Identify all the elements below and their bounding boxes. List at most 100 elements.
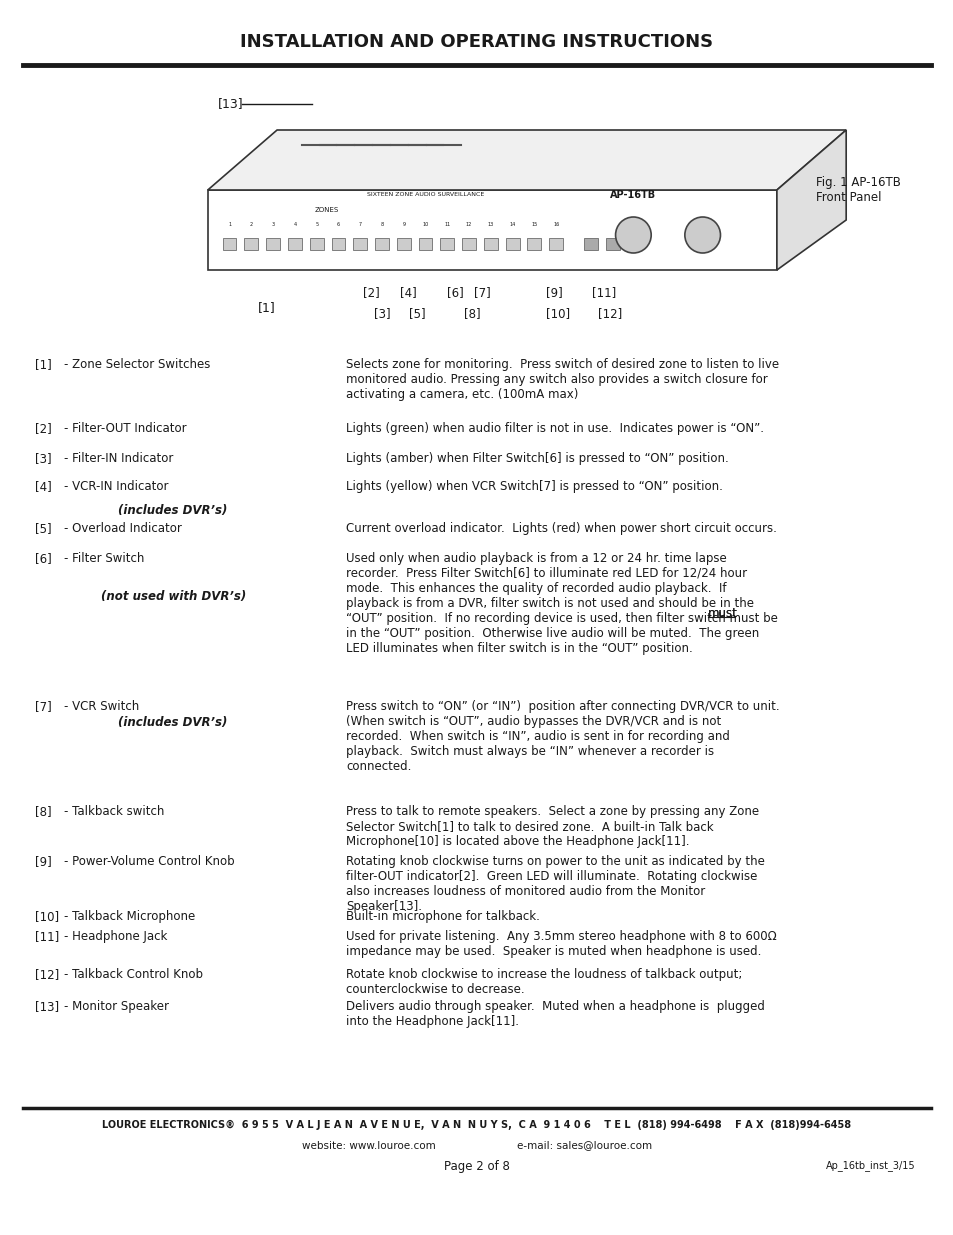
Text: INSTALLATION AND OPERATING INSTRUCTIONS: INSTALLATION AND OPERATING INSTRUCTIONS bbox=[240, 33, 713, 51]
Bar bbox=[288, 238, 301, 249]
Text: 11: 11 bbox=[444, 221, 450, 226]
Text: [5]: [5] bbox=[34, 522, 51, 535]
Text: 4: 4 bbox=[293, 221, 296, 226]
Text: - Overload Indicator: - Overload Indicator bbox=[64, 522, 182, 535]
Bar bbox=[583, 238, 598, 249]
Text: [2]: [2] bbox=[34, 422, 51, 435]
Text: Delivers audio through speaker.  Muted when a headphone is  plugged
into the Hea: Delivers audio through speaker. Muted wh… bbox=[346, 1000, 764, 1028]
Text: [3]: [3] bbox=[374, 308, 390, 321]
Text: 3: 3 bbox=[272, 221, 274, 226]
Text: - Headphone Jack: - Headphone Jack bbox=[64, 930, 168, 944]
Text: [1]: [1] bbox=[258, 301, 275, 315]
Text: 13: 13 bbox=[487, 221, 494, 226]
Text: [3]: [3] bbox=[34, 452, 51, 466]
Bar bbox=[310, 238, 323, 249]
Bar bbox=[605, 238, 618, 249]
Bar bbox=[396, 238, 410, 249]
Text: 15: 15 bbox=[531, 221, 537, 226]
Text: - Zone Selector Switches: - Zone Selector Switches bbox=[64, 358, 211, 370]
Text: Lights (yellow) when VCR Switch[7] is pressed to “ON” position.: Lights (yellow) when VCR Switch[7] is pr… bbox=[346, 480, 722, 493]
Text: [9]: [9] bbox=[545, 287, 562, 300]
Text: Selects zone for monitoring.  Press switch of desired zone to listen to live
mon: Selects zone for monitoring. Press switc… bbox=[346, 358, 779, 401]
Text: Lights (green) when audio filter is not in use.  Indicates power is “ON”.: Lights (green) when audio filter is not … bbox=[346, 422, 763, 435]
Text: [11]: [11] bbox=[591, 287, 616, 300]
Text: ZONES: ZONES bbox=[314, 207, 338, 212]
Text: [8]: [8] bbox=[34, 805, 51, 818]
Text: 9: 9 bbox=[402, 221, 405, 226]
Bar bbox=[549, 238, 562, 249]
Text: - Filter-OUT Indicator: - Filter-OUT Indicator bbox=[64, 422, 187, 435]
Text: 14: 14 bbox=[509, 221, 516, 226]
Text: - VCR Switch: - VCR Switch bbox=[64, 700, 139, 713]
Text: [6]: [6] bbox=[34, 552, 51, 564]
Text: Built-in microphone for talkback.: Built-in microphone for talkback. bbox=[346, 910, 539, 923]
Text: [13]: [13] bbox=[34, 1000, 59, 1013]
Text: 1: 1 bbox=[228, 221, 231, 226]
Text: - Talkback switch: - Talkback switch bbox=[64, 805, 165, 818]
Text: Rotate knob clockwise to increase the loudness of talkback output;
counterclockw: Rotate knob clockwise to increase the lo… bbox=[346, 968, 742, 995]
Text: 10: 10 bbox=[422, 221, 428, 226]
Text: [6]: [6] bbox=[446, 287, 463, 300]
Bar bbox=[331, 238, 345, 249]
Circle shape bbox=[684, 217, 720, 253]
Text: [7]: [7] bbox=[473, 287, 490, 300]
Text: 5: 5 bbox=[314, 221, 318, 226]
Text: Used only when audio playback is from a 12 or 24 hr. time lapse
recorder.  Press: Used only when audio playback is from a … bbox=[346, 552, 778, 655]
Polygon shape bbox=[776, 130, 845, 270]
Text: 2: 2 bbox=[250, 221, 253, 226]
Text: - Monitor Speaker: - Monitor Speaker bbox=[64, 1000, 169, 1013]
Text: Used for private listening.  Any 3.5mm stereo headphone with 8 to 600Ω
impedance: Used for private listening. Any 3.5mm st… bbox=[346, 930, 777, 958]
Bar bbox=[266, 238, 280, 249]
Text: SIXTEEN ZONE AUDIO SURVEILLANCE: SIXTEEN ZONE AUDIO SURVEILLANCE bbox=[367, 193, 484, 198]
Bar bbox=[244, 238, 258, 249]
Bar bbox=[418, 238, 432, 249]
Text: [5]: [5] bbox=[409, 308, 425, 321]
Text: LOUROE ELECTRONICS®  6 9 5 5  V A L J E A N  A V E N U E,  V A N  N U Y S,  C A : LOUROE ELECTRONICS® 6 9 5 5 V A L J E A … bbox=[102, 1120, 851, 1130]
Text: [12]: [12] bbox=[34, 968, 59, 981]
Text: [10]: [10] bbox=[34, 910, 59, 923]
Text: 6: 6 bbox=[336, 221, 339, 226]
Text: [1]: [1] bbox=[34, 358, 51, 370]
Text: Ap_16tb_inst_3/15: Ap_16tb_inst_3/15 bbox=[825, 1160, 915, 1171]
Text: [13]: [13] bbox=[217, 98, 243, 110]
Text: Page 2 of 8: Page 2 of 8 bbox=[443, 1160, 510, 1173]
Bar bbox=[505, 238, 519, 249]
Text: [4]: [4] bbox=[34, 480, 51, 493]
Text: [4]: [4] bbox=[400, 287, 416, 300]
Text: 7: 7 bbox=[358, 221, 361, 226]
Text: AP-16TB: AP-16TB bbox=[610, 190, 656, 200]
Bar bbox=[483, 238, 497, 249]
Bar bbox=[461, 238, 476, 249]
Text: Lights (amber) when Filter Switch[6] is pressed to “ON” position.: Lights (amber) when Filter Switch[6] is … bbox=[346, 452, 728, 466]
Text: - Filter-IN Indicator: - Filter-IN Indicator bbox=[64, 452, 173, 466]
Text: [9]: [9] bbox=[34, 855, 51, 868]
Text: [10]: [10] bbox=[545, 308, 570, 321]
Text: [8]: [8] bbox=[463, 308, 480, 321]
Text: Fig. 1 AP-16TB
Front Panel: Fig. 1 AP-16TB Front Panel bbox=[816, 177, 901, 204]
Text: - Talkback Microphone: - Talkback Microphone bbox=[64, 910, 195, 923]
Text: - Filter Switch: - Filter Switch bbox=[64, 552, 145, 564]
Text: Press to talk to remote speakers.  Select a zone by pressing any Zone
Selector S: Press to talk to remote speakers. Select… bbox=[346, 805, 759, 848]
Text: - VCR-IN Indicator: - VCR-IN Indicator bbox=[64, 480, 169, 493]
Text: 12: 12 bbox=[465, 221, 472, 226]
Bar bbox=[353, 238, 367, 249]
Bar bbox=[527, 238, 540, 249]
Bar bbox=[222, 238, 236, 249]
Text: [7]: [7] bbox=[34, 700, 51, 713]
Text: - Power-Volume Control Knob: - Power-Volume Control Knob bbox=[64, 855, 234, 868]
Text: (includes DVR’s): (includes DVR’s) bbox=[118, 504, 228, 517]
Text: Press switch to “ON” (or “IN”)  position after connecting DVR/VCR to unit.
(When: Press switch to “ON” (or “IN”) position … bbox=[346, 700, 780, 773]
Text: - Talkback Control Knob: - Talkback Control Knob bbox=[64, 968, 203, 981]
Text: must: must bbox=[707, 606, 737, 620]
Text: [2]: [2] bbox=[362, 287, 379, 300]
Text: [11]: [11] bbox=[34, 930, 59, 944]
Text: 8: 8 bbox=[380, 221, 383, 226]
Text: 16: 16 bbox=[553, 221, 558, 226]
Text: (not used with DVR’s): (not used with DVR’s) bbox=[100, 590, 246, 603]
Bar bbox=[375, 238, 389, 249]
Text: Rotating knob clockwise turns on power to the unit as indicated by the
filter-OU: Rotating knob clockwise turns on power t… bbox=[346, 855, 764, 913]
Bar bbox=[440, 238, 454, 249]
Text: Current overload indicator.  Lights (red) when power short circuit occurs.: Current overload indicator. Lights (red)… bbox=[346, 522, 777, 535]
Text: [12]: [12] bbox=[598, 308, 622, 321]
Circle shape bbox=[615, 217, 651, 253]
